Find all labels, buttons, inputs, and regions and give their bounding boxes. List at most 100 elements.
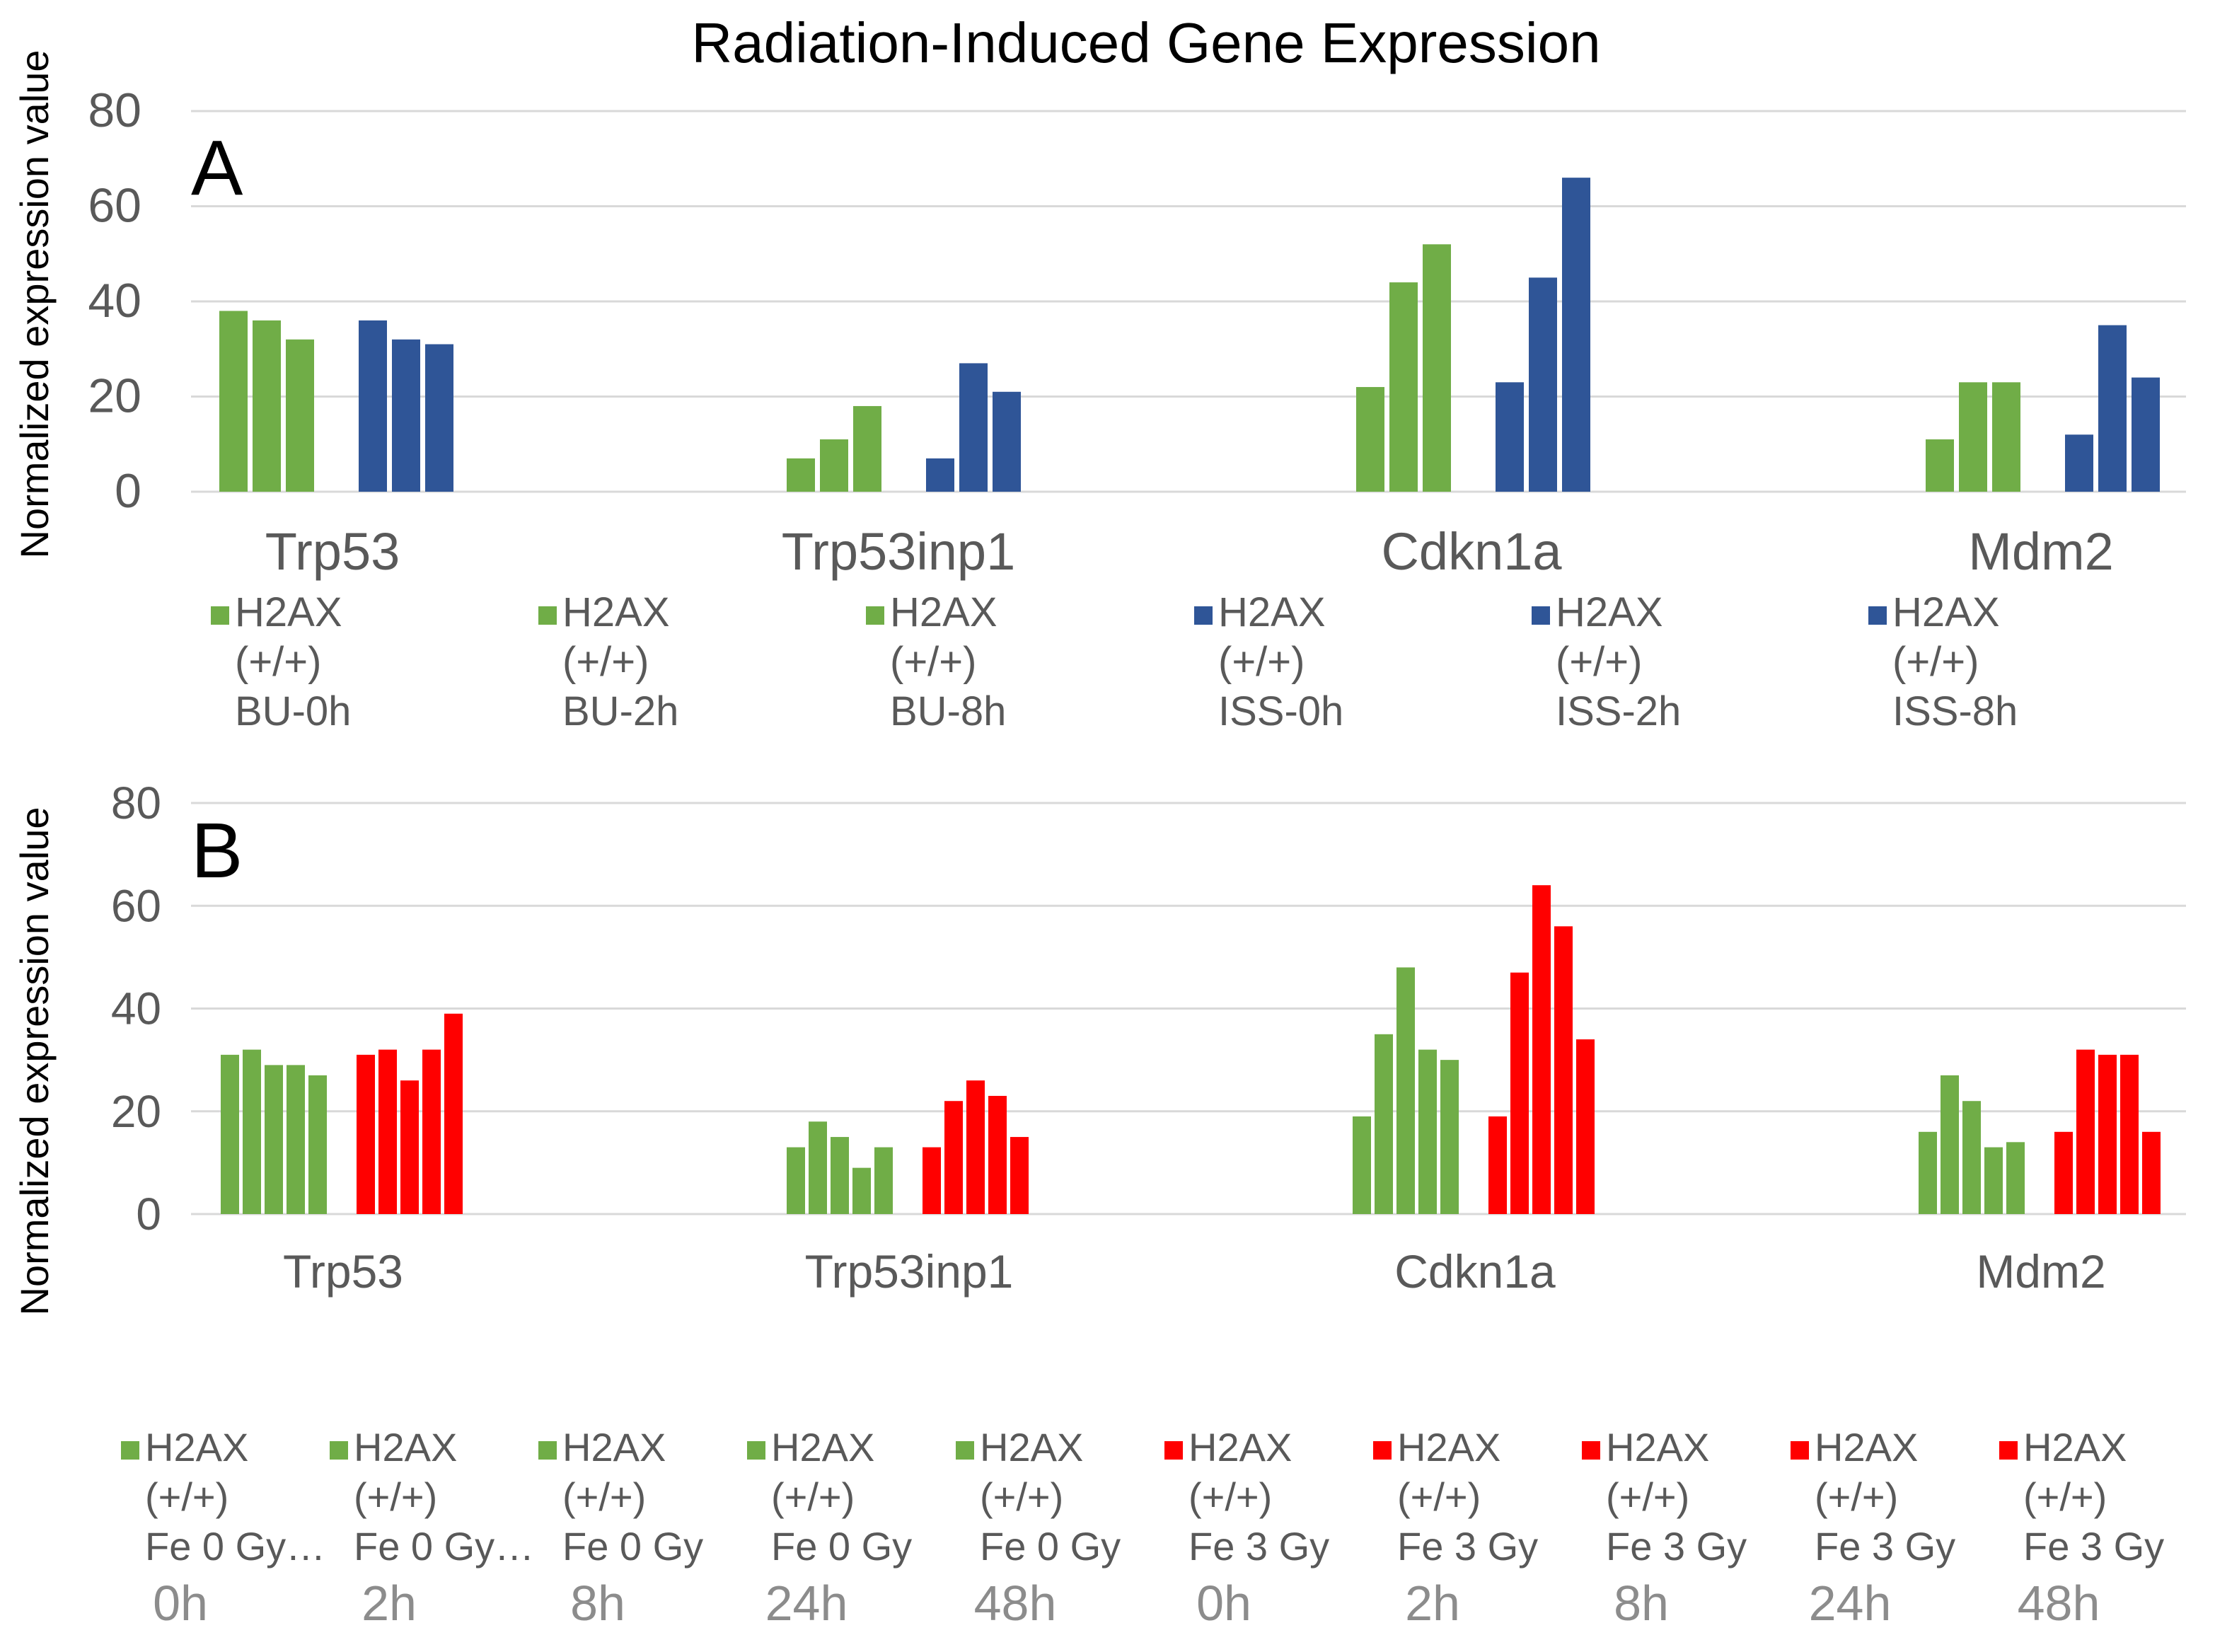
legend-label: Fe 0 Gy…: [354, 1524, 534, 1569]
legend-label: (+/+): [980, 1474, 1063, 1519]
bar-cdkn1a-4: [1418, 1049, 1437, 1214]
bar-cdkn1a-9: [1554, 926, 1573, 1214]
bar-mdm2-2: [1941, 1075, 1959, 1214]
legend-label: (+/+): [1892, 639, 1979, 685]
y-tick-label: 40: [88, 274, 141, 328]
legend-swatch: [1868, 606, 1887, 625]
bar-trp53inp1-1: [787, 1147, 805, 1214]
legend-label: Fe 3 Gy: [2023, 1524, 2164, 1569]
bar-trp53inp1-4: [926, 458, 954, 492]
bar-trp53-2: [243, 1049, 261, 1214]
bar-trp53-5: [392, 339, 420, 492]
bar-mdm2-2: [1959, 382, 1987, 492]
bar-trp53-4: [287, 1065, 305, 1214]
bar-trp53-8: [400, 1080, 419, 1214]
legend-label: H2AX: [562, 1425, 666, 1469]
legend-time-label: 48h: [2018, 1576, 2100, 1631]
bar-trp53-10: [444, 1013, 463, 1214]
y-tick-label: 40: [111, 983, 161, 1034]
legend-label: H2AX: [1815, 1425, 1918, 1469]
bar-trp53inp1-3: [831, 1137, 849, 1214]
bar-cdkn1a-4: [1496, 382, 1524, 492]
legend-label: BU-0h: [235, 688, 351, 734]
x-category-label: Trp53: [265, 522, 400, 581]
legend-label: Fe 0 Gy: [771, 1524, 912, 1569]
x-category-label: Cdkn1a: [1381, 522, 1562, 581]
legend-label: ISS-2h: [1556, 688, 1681, 734]
y-tick-label: 80: [111, 778, 161, 828]
legend-swatch: [956, 1441, 974, 1460]
bar-mdm2-10: [2142, 1131, 2161, 1214]
legend-label: (+/+): [2023, 1474, 2107, 1519]
panel-a: A Normalized expression value 0 20 40 60 80 T…: [12, 50, 2186, 734]
bar-mdm2-4: [1984, 1147, 2003, 1214]
bar-trp53inp1-5: [959, 363, 988, 492]
bar-mdm2-3: [1992, 382, 2020, 492]
y-tick-label: 60: [111, 880, 161, 931]
legend-swatch: [121, 1441, 139, 1460]
bar-trp53-3: [265, 1065, 283, 1214]
bar-cdkn1a-5: [1529, 277, 1557, 492]
panel-a-label: A: [191, 125, 243, 212]
legend-swatch: [1582, 1441, 1600, 1460]
legend-label: H2AX: [354, 1425, 457, 1469]
legend-swatch: [538, 1441, 557, 1460]
legend-label: H2AX: [1606, 1425, 1709, 1469]
legend-label: Fe 0 Gy…: [145, 1524, 325, 1569]
legend-label: Fe 3 Gy: [1189, 1524, 1329, 1569]
bar-mdm2-1: [1919, 1131, 1937, 1214]
legend-label: Fe 0 Gy: [980, 1524, 1121, 1569]
legend-swatch: [747, 1441, 765, 1460]
bar-mdm2-6: [2054, 1131, 2073, 1214]
legend-label: (+/+): [354, 1474, 437, 1519]
legend-swatch: [1164, 1441, 1183, 1460]
bar-cdkn1a-1: [1356, 387, 1384, 492]
legend-label: (+/+): [771, 1474, 855, 1519]
bar-trp53inp1-5: [874, 1147, 893, 1214]
y-tick-label: 80: [88, 83, 141, 137]
legend-label: H2AX: [1189, 1425, 1292, 1469]
legend-label: ISS-8h: [1892, 688, 2018, 734]
y-tick-label: 0: [115, 464, 141, 518]
bar-trp53inp1-7: [944, 1101, 963, 1214]
bar-trp53-1: [221, 1054, 239, 1214]
legend-time-label: 2h: [362, 1576, 417, 1631]
legend-time-label: 8h: [1614, 1576, 1669, 1631]
bar-cdkn1a-2: [1389, 282, 1418, 492]
bar-trp53-7: [378, 1049, 397, 1214]
bar-cdkn1a-6: [1488, 1116, 1507, 1214]
x-category-label: Cdkn1a: [1394, 1245, 1556, 1298]
x-category-label: Mdm2: [1968, 522, 2114, 581]
legend-time-label: 0h: [1196, 1576, 1251, 1631]
legend-swatch: [1791, 1441, 1809, 1460]
x-category-label: Trp53inp1: [805, 1245, 1014, 1298]
bar-mdm2-1: [1926, 439, 1954, 492]
bar-trp53-2: [253, 320, 281, 492]
legend-label: BU-2h: [562, 688, 678, 734]
legend-label: (+/+): [562, 1474, 646, 1519]
legend-label: Fe 3 Gy: [1606, 1524, 1747, 1569]
legend-time-label: 24h: [765, 1576, 848, 1631]
legend-time-label: 2h: [1405, 1576, 1460, 1631]
panel-b-y-axis-label: Normalized expression value: [12, 807, 57, 1315]
bar-trp53inp1-6: [993, 391, 1021, 492]
bar-cdkn1a-8: [1532, 885, 1551, 1214]
legend-label: H2AX: [771, 1425, 874, 1469]
legend-label: H2AX: [1892, 589, 2000, 635]
legend-label: (+/+): [1189, 1474, 1272, 1519]
bar-trp53-6: [357, 1054, 375, 1214]
x-category-label: Mdm2: [1976, 1245, 2105, 1298]
bar-trp53inp1-1: [787, 458, 815, 492]
legend-label: H2AX: [145, 1425, 248, 1469]
x-category-label: Trp53: [283, 1245, 403, 1298]
legend-swatch: [866, 606, 884, 625]
bar-trp53-1: [219, 311, 248, 492]
legend-label: (+/+): [1397, 1474, 1481, 1519]
bar-cdkn1a-2: [1375, 1034, 1393, 1214]
legend-label: (+/+): [1218, 639, 1305, 685]
legend-label: (+/+): [1556, 639, 1643, 685]
legend-label: H2AX: [1556, 589, 1663, 635]
legend-swatch: [330, 1441, 348, 1460]
legend-label: H2AX: [890, 589, 997, 635]
legend-label: H2AX: [562, 589, 670, 635]
